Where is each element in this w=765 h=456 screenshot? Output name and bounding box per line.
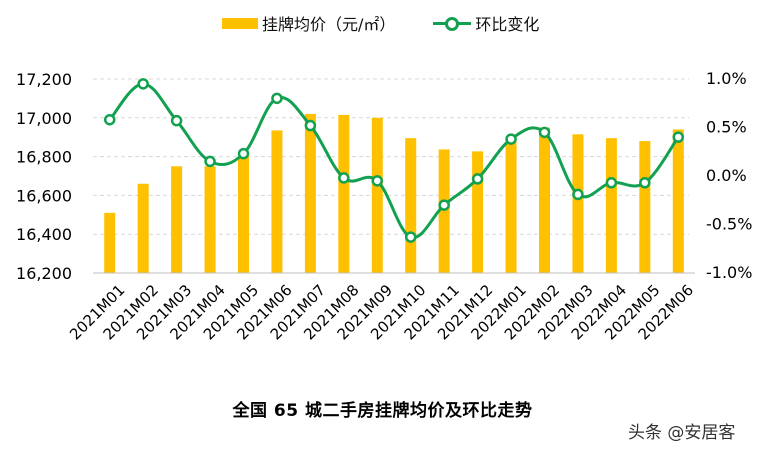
bar-2021M12 (472, 151, 484, 273)
line-marker-2021M03 (170, 114, 183, 127)
left-axis-tick-label: 16,400 (16, 225, 72, 244)
left-axis-tick-label: 16,600 (16, 186, 72, 205)
line-marker-swatch-icon (433, 16, 472, 31)
legend-label-change: 环比变化 (475, 15, 540, 34)
bar-2021M07 (304, 113, 316, 273)
line-marker-2021M08 (338, 172, 350, 184)
line-marker-2021M09 (371, 175, 384, 187)
line-marker-2021M01 (103, 113, 116, 126)
bar-2022M01 (505, 141, 517, 273)
bar-2022M02 (539, 127, 550, 273)
left-axis-tick-label: 16,800 (16, 148, 72, 167)
line-marker-2021M12 (471, 173, 484, 185)
left-axis-tick-label: 16,200 (16, 264, 72, 283)
right-axis-tick-label: -0.5% (706, 215, 752, 234)
gridlines (93, 78, 689, 235)
bar-2021M04 (204, 166, 216, 273)
bar-2022M04 (605, 138, 617, 273)
bar-2022M05 (639, 141, 651, 273)
bar-2021M05 (238, 156, 249, 273)
x-axis-labels: 2021M012021M022021M032021M042021M052021M… (66, 281, 697, 343)
legend-item-price: 挂牌均价（元/㎡） (222, 11, 395, 35)
line-marker-2021M11 (438, 199, 450, 211)
left-y-axis: 17,200 17,000 16,800 16,600 16,400 16,200 (16, 70, 72, 283)
bar-2021M01 (104, 212, 116, 273)
line-marker-2021M05 (237, 147, 250, 160)
line-marker-2021M04 (204, 155, 216, 168)
watermark: 头条 @安居客 (628, 423, 736, 443)
bar-2021M02 (137, 183, 149, 273)
right-axis-tick-label: 1.0% (706, 69, 747, 88)
line-marker-2022M05 (639, 177, 651, 189)
line-marker-2022M02 (538, 126, 551, 139)
line-marker-2022M03 (572, 188, 584, 201)
line-marker-2022M01 (505, 133, 517, 145)
bar-2021M06 (271, 130, 283, 273)
legend-item-change: 环比变化 (433, 11, 539, 35)
left-axis-tick-label: 17,000 (16, 109, 72, 128)
bar-2021M08 (338, 114, 350, 273)
line-series (103, 78, 685, 243)
line-marker-2021M06 (271, 92, 283, 105)
legend-label-price: 挂牌均价（元/㎡） (262, 15, 396, 34)
bar-2022M06 (672, 129, 684, 273)
left-axis-tick-label: 17,200 (16, 70, 72, 89)
right-axis-tick-label: -1.0% (706, 263, 752, 282)
bar-series (104, 113, 684, 273)
legend: 挂牌均价（元/㎡） 环比变化 (222, 10, 577, 36)
line-marker-2022M04 (605, 177, 618, 189)
line-marker-2021M02 (137, 78, 149, 90)
right-axis-tick-label: 0.0% (706, 166, 747, 185)
bar-2021M10 (405, 138, 417, 273)
bar-2022M03 (572, 134, 584, 273)
bar-swatch-icon (222, 17, 258, 29)
right-y-axis: 1.0% 0.5% 0.0% -0.5% -1.0% (706, 69, 752, 282)
line-marker-2021M10 (404, 231, 417, 243)
bar-2021M03 (171, 166, 183, 273)
bar-2021M09 (371, 117, 383, 273)
line-marker-2021M07 (304, 119, 317, 132)
chart-title: 全国 65 城二手房挂牌均价及环比走势 (232, 401, 533, 421)
line-marker-2022M06 (672, 131, 685, 143)
bar-2021M11 (438, 149, 450, 273)
change-line (108, 82, 680, 239)
right-axis-tick-label: 0.5% (706, 118, 747, 137)
